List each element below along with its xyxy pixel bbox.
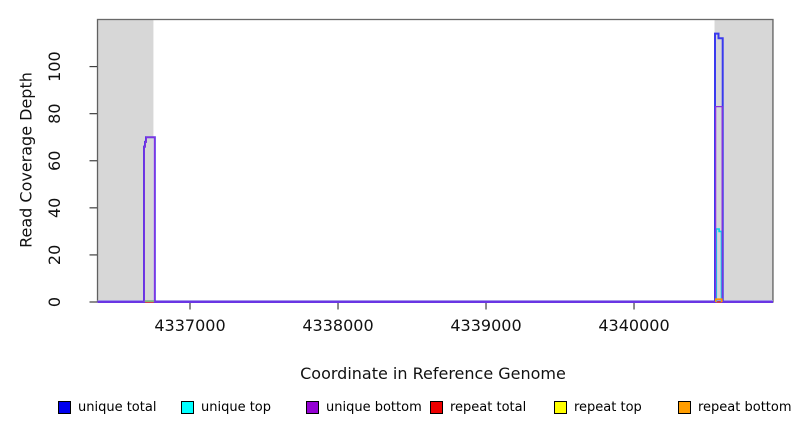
legend-label-repeat-bottom: repeat bottom — [698, 399, 792, 415]
legend-label-unique-bottom: unique bottom — [326, 399, 422, 415]
legend-swatch-repeat-bottom — [678, 400, 691, 414]
y-tick-label: 60 — [45, 151, 64, 171]
x-tick-label: 4339000 — [450, 316, 521, 335]
masked-region — [97, 20, 154, 302]
y-tick-label: 20 — [45, 245, 64, 265]
legend-swatch-repeat-top — [554, 400, 567, 414]
legend-swatch-unique-top — [181, 400, 194, 414]
x-tick-label: 4338000 — [302, 316, 373, 335]
legend-swatch-unique-bottom — [306, 400, 319, 414]
legend-item-unique-bottom: unique bottom — [306, 399, 422, 415]
legend-label-repeat-total: repeat total — [450, 399, 527, 415]
x-tick-label: 4337000 — [154, 316, 225, 335]
y-tick-label: 80 — [45, 103, 64, 123]
legend-item-repeat-top: repeat top — [554, 399, 642, 415]
legend-item-unique-top: unique top — [181, 399, 271, 415]
y-tick-label: 100 — [45, 51, 64, 82]
legend-label-repeat-top: repeat top — [574, 399, 642, 415]
masked-region — [714, 20, 773, 302]
legend-item-repeat-total: repeat total — [430, 399, 526, 415]
series-unique-top — [715, 228, 723, 302]
legend: unique total unique top unique bottom repea… — [0, 399, 792, 419]
x-axis-title: Coordinate in Reference Genome — [300, 364, 566, 383]
plot-area — [96, 18, 774, 303]
series-repeat-bottom — [714, 298, 723, 302]
legend-label-unique-total: unique total — [78, 399, 157, 415]
legend-label-unique-top: unique top — [201, 399, 272, 415]
legend-swatch-repeat-total — [430, 400, 443, 414]
y-tick-label: 40 — [45, 198, 64, 218]
series-unique-bottom — [97, 105, 773, 303]
legend-item-unique-total: unique total — [58, 399, 156, 415]
x-tick-label: 4340000 — [598, 316, 669, 335]
legend-item-repeat-bottom: repeat bottom — [678, 399, 792, 415]
legend-swatch-unique-total — [58, 400, 71, 414]
y-axis-title: Read Coverage Depth — [16, 72, 36, 248]
y-tick-label: 0 — [45, 297, 64, 307]
